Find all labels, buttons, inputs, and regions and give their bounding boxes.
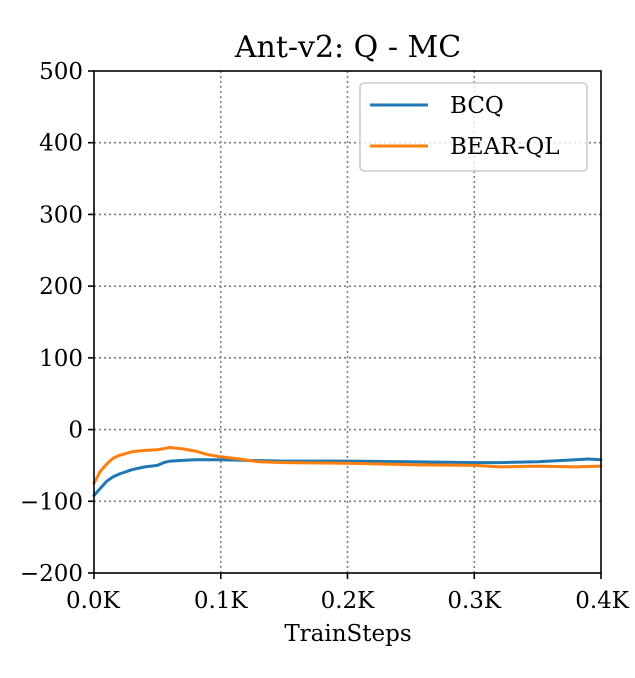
x-tick-label: 0.1K (194, 588, 249, 614)
y-tick-label: 0 (68, 418, 83, 444)
chart-title: Ant-v2: Q - MC (234, 30, 461, 65)
y-tick-label: 300 (39, 202, 83, 228)
axis-ticks: 0.0K 0.1K 0.2K 0.3K 0.4K −200 −100 0 100 200 300 40… (20, 59, 630, 614)
y-tick-label: 400 (39, 131, 83, 157)
y-tick-label: 200 (39, 274, 83, 300)
series-line-bcq (92, 457, 603, 497)
y-tick-label: 100 (39, 346, 83, 372)
y-tick-label: −100 (20, 489, 83, 515)
x-tick-label: 0.2K (321, 588, 376, 614)
x-axis-label: TrainSteps (284, 621, 411, 647)
series-lines (92, 446, 603, 497)
x-tick-label: 0.0K (66, 588, 121, 614)
series-line-bear-ql (92, 446, 603, 485)
x-tick-label: 0.4K (575, 588, 630, 614)
legend-label-bear-ql: BEAR-QL (450, 134, 560, 160)
x-tick-label: 0.3K (447, 588, 502, 614)
legend-label-bcq: BCQ (450, 93, 504, 119)
legend: BCQ BEAR-QL (359, 82, 588, 172)
gridlines (94, 71, 601, 573)
y-tick-label: −200 (20, 561, 83, 587)
y-tick-label: 500 (39, 59, 83, 85)
